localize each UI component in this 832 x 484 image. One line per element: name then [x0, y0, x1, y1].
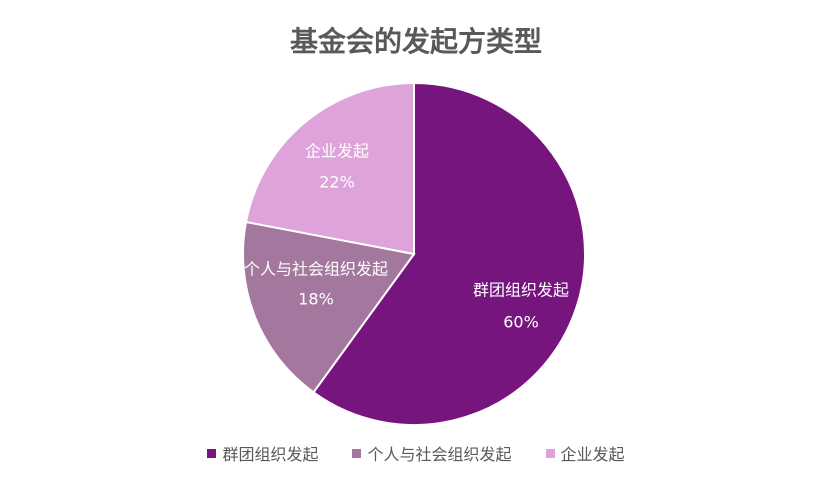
legend-swatch: [545, 448, 555, 458]
data-label-percent: 18%: [298, 290, 334, 309]
legend-item: 个人与社会组织发起: [352, 441, 512, 465]
data-label-category: 企业发起: [305, 142, 369, 161]
pie-slice: [312, 81, 586, 426]
legend-label: 群团组织发起: [222, 445, 319, 464]
legend-item: 群团组织发起: [207, 441, 318, 465]
data-label-percent: 22%: [319, 173, 355, 192]
data-label: 企业发起 22%: [305, 142, 369, 192]
data-label: 群团组织发起 60%: [473, 281, 569, 332]
pie-slice: [244, 81, 415, 256]
legend-label: 企业发起: [560, 445, 625, 464]
data-label-percent: 60%: [503, 313, 539, 332]
chart-legend: 群团组织发起 个人与社会组织发起 企业发起: [0, 441, 832, 465]
data-label-category: 个人与社会组织发起: [244, 260, 388, 279]
legend-item: 企业发起: [545, 441, 625, 465]
pie-slice: [242, 220, 416, 394]
legend-label: 个人与社会组织发起: [367, 445, 512, 464]
data-label-category: 群团组织发起: [473, 281, 569, 300]
chart-title: 基金会的发起方类型: [289, 25, 542, 58]
data-label: 个人与社会组织发起 18%: [244, 260, 388, 309]
legend-swatch: [207, 448, 217, 458]
legend-swatch: [352, 448, 362, 458]
